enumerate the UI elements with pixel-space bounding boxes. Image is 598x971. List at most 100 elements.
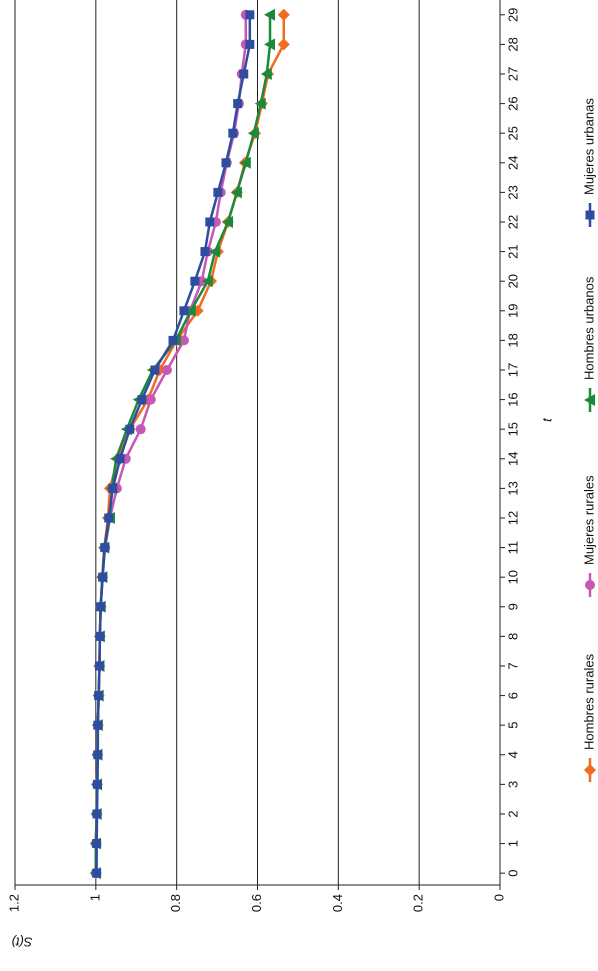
x-tick-label: 1 — [505, 840, 520, 847]
x-tick-label: 16 — [505, 392, 520, 406]
x-tick-label: 21 — [505, 244, 520, 258]
x-tick-label: 10 — [505, 570, 520, 584]
marker — [125, 424, 135, 434]
x-tick-label: 20 — [505, 274, 520, 288]
x-tick-label: 14 — [505, 452, 520, 466]
x-tick-label: 28 — [505, 37, 520, 51]
marker — [233, 99, 243, 109]
marker — [205, 217, 215, 227]
marker — [585, 580, 595, 590]
marker — [247, 127, 259, 140]
marker — [92, 779, 102, 789]
x-tick-label: 3 — [505, 781, 520, 788]
marker — [92, 809, 102, 819]
marker — [92, 868, 102, 878]
y-tick-label: 0.8 — [168, 894, 183, 912]
marker — [137, 395, 147, 405]
x-tick-label: 23 — [505, 185, 520, 199]
marker — [145, 394, 156, 405]
marker — [200, 247, 210, 257]
y-tick-label: 1 — [87, 894, 102, 901]
x-tick-label: 5 — [505, 722, 520, 729]
x-tick-label: 15 — [505, 422, 520, 436]
x-tick-label: 29 — [505, 8, 520, 22]
legend-label: Mujeres urbanas — [581, 98, 596, 195]
legend-label: Mujeres rurales — [581, 475, 596, 565]
marker — [100, 543, 110, 553]
marker — [277, 8, 290, 21]
series-line — [95, 14, 252, 874]
x-tick-label: 12 — [505, 511, 520, 525]
x-axis-label: t — [539, 417, 554, 422]
marker — [260, 67, 272, 80]
marker — [135, 424, 146, 435]
y-tick-label: 0 — [491, 894, 506, 901]
marker — [108, 483, 118, 493]
marker — [190, 276, 200, 286]
marker — [104, 513, 114, 523]
x-tick-label: 18 — [505, 333, 520, 347]
legend-label: Hombres rurales — [581, 653, 596, 750]
marker — [213, 187, 223, 197]
x-tick-label: 27 — [505, 67, 520, 81]
x-tick-label: 11 — [505, 541, 520, 555]
marker — [96, 602, 106, 612]
marker — [115, 454, 125, 464]
marker — [184, 304, 196, 317]
marker — [201, 275, 213, 288]
marker — [277, 38, 290, 51]
legend-label: Hombres urbanos — [581, 276, 596, 380]
marker — [264, 38, 276, 51]
marker — [264, 8, 276, 21]
marker — [95, 631, 105, 641]
x-tick-label: 9 — [505, 603, 520, 610]
plot-frame: 00.20.40.60.811.201234567891011121314151… — [6, 0, 596, 950]
x-tick-label: 22 — [505, 215, 520, 229]
marker — [209, 245, 221, 258]
x-tick-label: 13 — [505, 481, 520, 495]
marker — [584, 394, 595, 406]
marker — [92, 839, 102, 849]
x-tick-label: 7 — [505, 662, 520, 669]
x-tick-label: 17 — [505, 363, 520, 377]
x-tick-label: 0 — [505, 870, 520, 877]
marker — [221, 215, 233, 228]
x-tick-label: 25 — [505, 126, 520, 140]
x-tick-label: 26 — [505, 96, 520, 110]
y-axis-label: S(t) — [12, 935, 33, 950]
y-tick-label: 0.2 — [411, 894, 426, 912]
marker — [585, 210, 595, 220]
x-tick-label: 24 — [505, 156, 520, 170]
marker — [150, 365, 160, 375]
series-line — [94, 14, 272, 874]
marker — [94, 691, 104, 701]
x-tick-label: 8 — [505, 633, 520, 640]
marker — [584, 764, 596, 776]
marker — [239, 156, 251, 169]
y-tick-label: 1.2 — [6, 894, 21, 912]
series-line — [94, 14, 248, 874]
y-tick-label: 0.4 — [330, 894, 345, 912]
marker — [94, 661, 104, 671]
marker — [179, 306, 189, 316]
marker — [228, 128, 238, 138]
marker — [221, 158, 231, 168]
marker — [245, 39, 255, 49]
x-tick-label: 19 — [505, 304, 520, 318]
x-tick-label: 4 — [505, 751, 520, 758]
x-tick-label: 2 — [505, 810, 520, 817]
marker — [254, 97, 266, 110]
x-tick-label: 6 — [505, 692, 520, 699]
marker — [178, 335, 189, 346]
marker — [191, 304, 204, 317]
marker — [168, 335, 178, 345]
marker — [245, 10, 255, 20]
marker — [239, 69, 249, 79]
marker — [98, 572, 108, 582]
y-tick-label: 0.6 — [249, 894, 264, 912]
marker — [93, 720, 103, 730]
marker — [161, 364, 172, 375]
marker — [93, 750, 103, 760]
marker — [230, 186, 242, 199]
